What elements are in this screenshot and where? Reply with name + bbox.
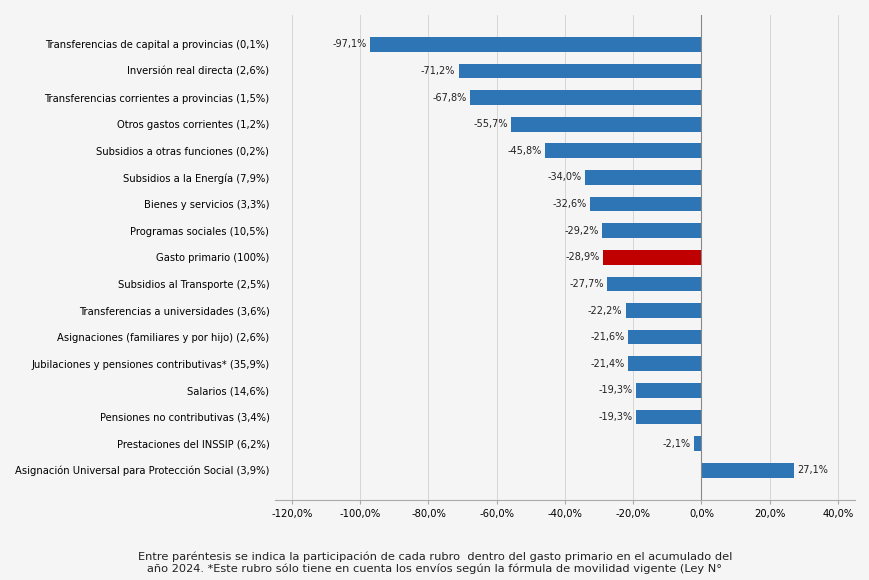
Text: 27,1%: 27,1%	[796, 465, 827, 475]
Bar	[625, 303, 700, 318]
Bar	[589, 197, 700, 211]
Bar	[635, 409, 700, 425]
Bar	[469, 90, 700, 105]
Bar	[545, 143, 700, 158]
Bar	[458, 64, 700, 78]
Bar	[602, 250, 700, 264]
Bar	[511, 117, 700, 132]
Bar	[601, 223, 700, 238]
Text: -32,6%: -32,6%	[552, 199, 586, 209]
Bar	[607, 277, 700, 291]
Text: -21,6%: -21,6%	[589, 332, 624, 342]
Bar	[627, 330, 700, 345]
Text: -28,9%: -28,9%	[565, 252, 599, 262]
Text: -19,3%: -19,3%	[597, 385, 632, 396]
Text: -45,8%: -45,8%	[507, 146, 541, 156]
Text: -22,2%: -22,2%	[587, 306, 621, 316]
Text: -67,8%: -67,8%	[432, 93, 466, 103]
Text: -19,3%: -19,3%	[597, 412, 632, 422]
Text: -29,2%: -29,2%	[563, 226, 598, 235]
Bar	[369, 37, 700, 52]
Text: -2,1%: -2,1%	[662, 438, 690, 448]
Bar	[627, 357, 700, 371]
Text: -55,7%: -55,7%	[473, 119, 507, 129]
Text: -34,0%: -34,0%	[547, 172, 581, 183]
Text: Entre paréntesis se indica la participación de cada rubro  dentro del gasto prim: Entre paréntesis se indica la participac…	[137, 552, 732, 574]
Bar	[693, 436, 700, 451]
Text: -21,4%: -21,4%	[590, 359, 624, 369]
Text: -97,1%: -97,1%	[332, 39, 367, 49]
Bar	[635, 383, 700, 398]
Text: -71,2%: -71,2%	[421, 66, 454, 76]
Bar	[585, 170, 700, 185]
Text: -27,7%: -27,7%	[568, 279, 603, 289]
Bar	[700, 463, 793, 477]
